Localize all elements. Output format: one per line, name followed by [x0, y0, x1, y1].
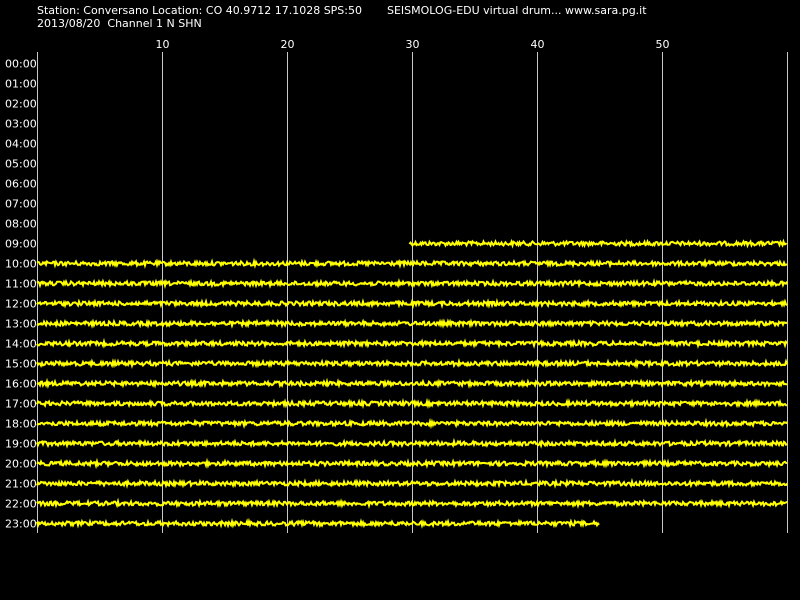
hour-label: 02:00 [5, 98, 37, 111]
trace-1900 [36, 437, 788, 449]
trace-1500 [36, 357, 788, 370]
x-tick-labels: 10 20 30 40 50 [156, 38, 670, 51]
hour-label: 06:00 [5, 178, 37, 191]
trace-1600 [36, 377, 788, 390]
hour-label: 04:00 [5, 138, 37, 151]
hour-label: 18:00 [5, 418, 37, 431]
trace-layer [36, 238, 788, 529]
trace-1000 [36, 257, 788, 269]
x-tick-label: 40 [531, 38, 545, 51]
trace-1100 [36, 277, 788, 290]
trace-2300 [36, 517, 600, 529]
hour-label: 10:00 [5, 258, 37, 271]
hour-label: 23:00 [5, 518, 37, 531]
hour-label: 15:00 [5, 358, 37, 371]
hour-label: 16:00 [5, 378, 37, 391]
x-tick-label: 30 [406, 38, 420, 51]
x-tick-label: 50 [656, 38, 670, 51]
trace-2100 [36, 477, 788, 489]
hour-label: 09:00 [5, 238, 37, 251]
x-tick-label: 10 [156, 38, 170, 51]
trace-1700 [36, 397, 788, 410]
hour-label: 00:00 [5, 58, 37, 71]
hour-labels: 00:00 01:00 02:00 03:00 04:00 05:00 06:00 07:00… [5, 58, 37, 531]
hour-label: 07:00 [5, 198, 37, 211]
software-title-text: SEISMOLOG-EDU virtual drum... www.sara.p… [387, 4, 647, 17]
hour-label: 19:00 [5, 438, 37, 451]
trace-0900 [408, 238, 788, 249]
hour-label: 08:00 [5, 218, 37, 231]
hour-label: 13:00 [5, 318, 37, 331]
hour-label: 14:00 [5, 338, 37, 351]
trace-1300 [36, 318, 788, 329]
date-channel-text: 2013/08/20 Channel 1 N SHN [37, 17, 202, 30]
trace-1400 [36, 337, 788, 349]
grid-layer [37, 52, 788, 533]
hour-label: 22:00 [5, 498, 37, 511]
trace-1200 [36, 297, 788, 310]
hour-label: 03:00 [5, 118, 37, 131]
hour-label: 20:00 [5, 458, 37, 471]
trace-1800 [36, 417, 788, 430]
hour-label: 21:00 [5, 478, 37, 491]
hour-label: 01:00 [5, 78, 37, 91]
station-info-text: Station: Conversano Location: CO 40.9712… [37, 4, 362, 17]
hour-label: 17:00 [5, 398, 37, 411]
hour-label: 11:00 [5, 278, 37, 291]
trace-2200 [36, 497, 788, 510]
hour-label: 05:00 [5, 158, 37, 171]
x-tick-label: 20 [281, 38, 295, 51]
hour-label: 12:00 [5, 298, 37, 311]
trace-2000 [36, 457, 788, 470]
